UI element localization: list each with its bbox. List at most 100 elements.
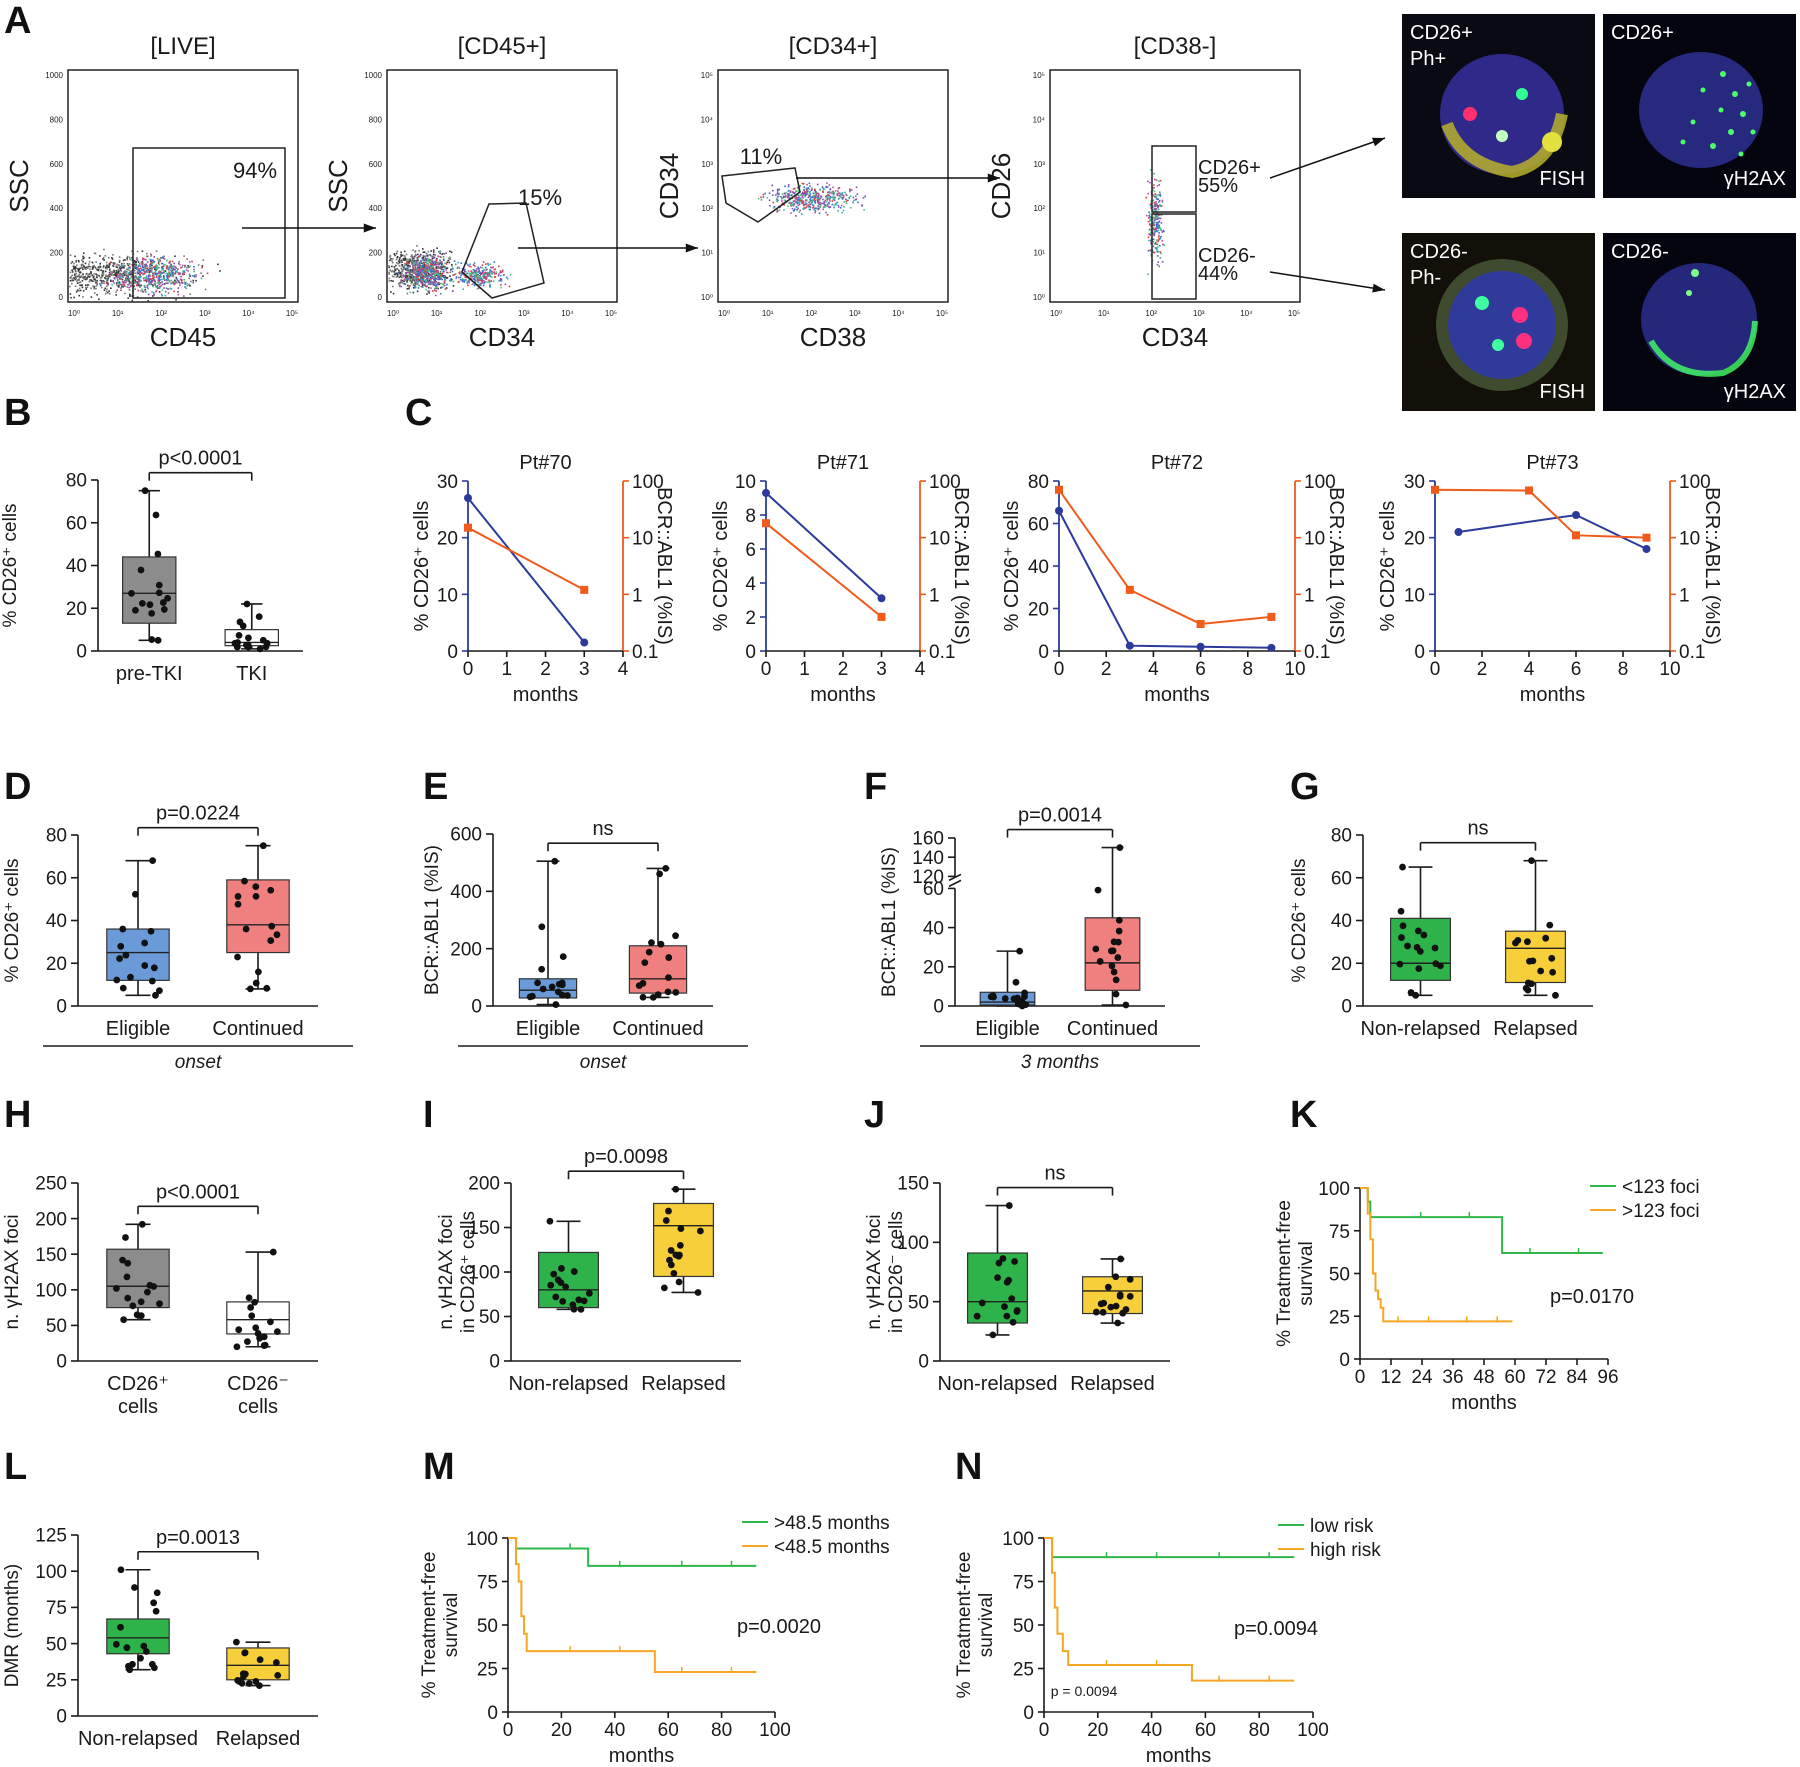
flow-event <box>422 259 424 262</box>
flow-event <box>812 192 815 195</box>
data-point <box>1432 960 1440 967</box>
flow-event <box>1148 228 1151 231</box>
flow-event <box>506 278 509 280</box>
flow-event <box>1154 208 1157 210</box>
y-tick-label: 100 <box>1002 1529 1034 1550</box>
flow-event <box>430 250 432 252</box>
flow-event <box>833 204 835 207</box>
flow-event <box>94 266 97 269</box>
data-point <box>1114 954 1122 961</box>
flow-event <box>410 276 413 278</box>
flow-event <box>90 279 92 281</box>
flow-event <box>787 205 789 208</box>
flow-event <box>108 275 111 278</box>
flow-event <box>420 281 422 284</box>
flow-event <box>434 254 436 256</box>
y2-tick-label: 10 <box>1679 529 1700 550</box>
flow-event <box>136 250 139 253</box>
flow-event <box>806 183 808 186</box>
y-tick-label: 160 <box>912 829 944 850</box>
flow-event <box>825 200 828 203</box>
flow-event <box>817 208 820 211</box>
flow-event <box>91 261 94 264</box>
x-tick-label: 10 <box>1659 659 1680 680</box>
flow-event <box>473 271 475 274</box>
flow-event <box>429 260 432 263</box>
flow-event <box>177 280 180 282</box>
y-tick-label: 4 <box>745 574 756 595</box>
data-point <box>117 942 125 950</box>
flow-event <box>414 286 417 289</box>
flow-event <box>144 264 147 267</box>
flow-event <box>489 284 491 286</box>
x-tick-label: 20 <box>1087 1720 1108 1741</box>
flow-event <box>144 258 147 261</box>
flow-event <box>478 277 480 280</box>
data-point <box>243 600 251 608</box>
x-tick-label: 2 <box>540 659 551 680</box>
flow-y-tick-label: 400 <box>369 204 383 213</box>
flow-event <box>78 273 81 276</box>
flow-event <box>826 203 829 206</box>
flow-event <box>133 277 135 279</box>
x-category-label: Eligible <box>975 1018 1039 1040</box>
flow-event <box>154 281 157 283</box>
flow-event <box>822 202 824 205</box>
flow-event <box>151 264 153 267</box>
flow-event <box>181 272 184 275</box>
data-point <box>1092 945 1100 953</box>
flow-event <box>1155 179 1158 182</box>
flow-event <box>405 263 408 266</box>
flow-event <box>1156 250 1158 252</box>
flow-event <box>109 280 112 282</box>
flow-event <box>424 265 427 268</box>
flow-event <box>1154 204 1157 207</box>
flow-event <box>421 279 423 282</box>
flow-event <box>133 285 135 287</box>
flow-event <box>112 262 115 264</box>
flow-event <box>428 282 431 285</box>
flow-event <box>76 280 78 283</box>
flow-event <box>416 258 419 261</box>
flow-event <box>113 271 115 274</box>
flow-event <box>428 268 430 271</box>
flow-event <box>119 269 122 271</box>
flow-event <box>104 275 107 278</box>
flow-event <box>87 274 90 277</box>
flow-event <box>781 193 784 195</box>
x-tick-label: 60 <box>658 1720 679 1741</box>
flow-event <box>174 279 176 282</box>
flow-event <box>427 283 430 285</box>
flow-event <box>1157 221 1160 224</box>
flow-event <box>814 199 817 202</box>
flow-event <box>452 280 455 283</box>
data-point <box>236 618 244 626</box>
series-point-left <box>877 594 886 603</box>
flow-event <box>139 270 142 272</box>
flow-event <box>388 280 391 282</box>
flow-event <box>800 200 802 203</box>
flow-x-axis-label: CD34 <box>1142 322 1208 352</box>
flow-event <box>430 263 432 266</box>
flow-event <box>109 279 112 282</box>
flow-event <box>393 271 396 273</box>
data-point <box>648 939 655 946</box>
flow-event <box>116 278 119 280</box>
flow-event <box>421 286 424 288</box>
flow-event <box>426 255 429 258</box>
gate-percent-label: 94% <box>233 158 277 183</box>
flow-event <box>852 201 854 204</box>
flow-event <box>70 275 73 278</box>
flow-event <box>139 271 141 274</box>
flow-event <box>1155 239 1158 241</box>
flow-event <box>129 258 131 260</box>
flow-event <box>135 264 137 266</box>
flow-y-tick-label: 10⁴ <box>1033 115 1046 124</box>
flow-event <box>398 258 401 261</box>
flow-event <box>809 208 811 211</box>
flow-event <box>809 203 812 206</box>
flow-event <box>855 186 858 189</box>
data-point <box>131 1584 138 1591</box>
flow-event <box>174 272 177 275</box>
flow-event <box>419 265 422 268</box>
